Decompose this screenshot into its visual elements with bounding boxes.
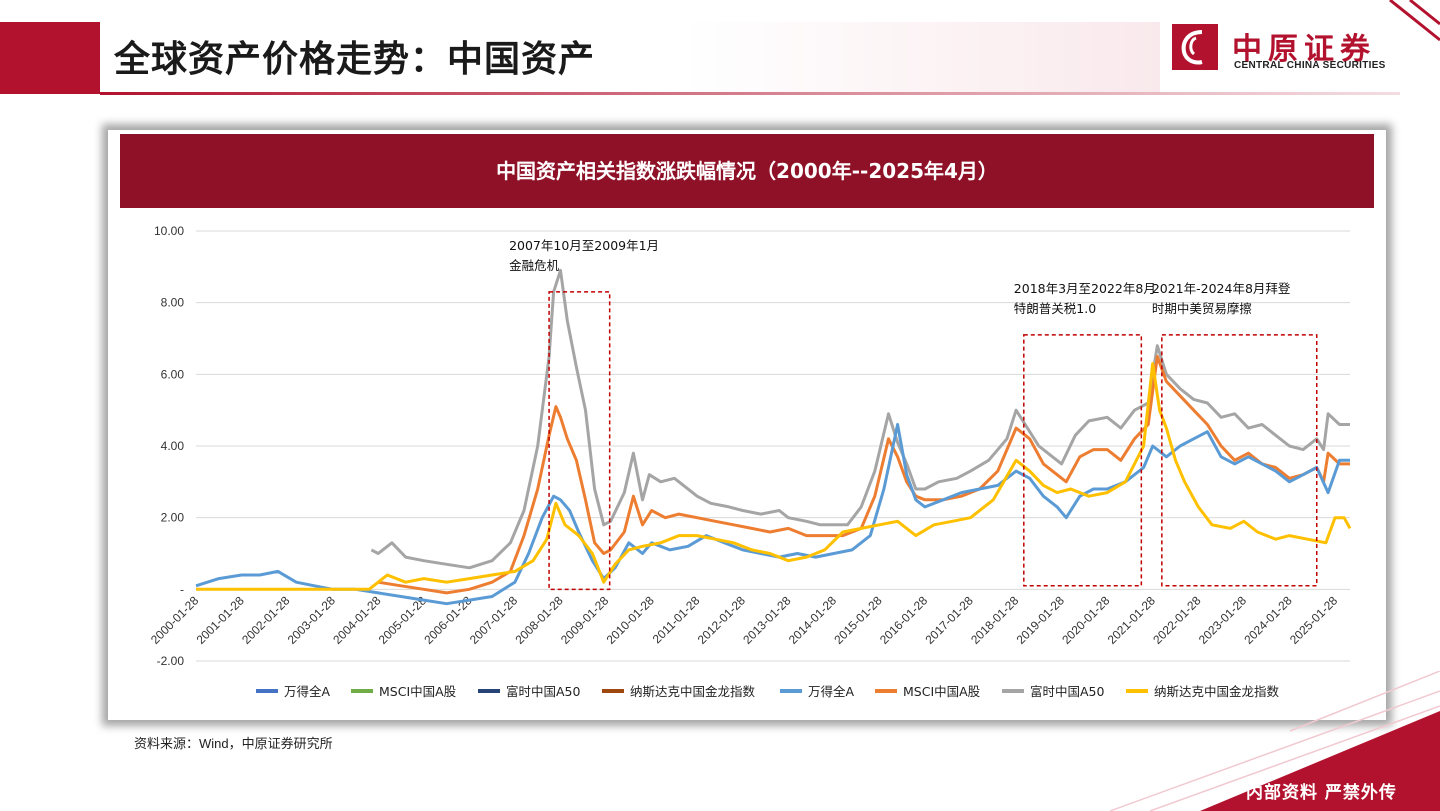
line-chart: 10.008.006.004.002.00--2.002000-01-28200… bbox=[148, 224, 1352, 699]
source-note: 资料来源：Wind，中原证券研究所 bbox=[134, 736, 333, 751]
legend-label: 富时中国A50 bbox=[1030, 684, 1105, 699]
x-tick-label: 2007-01-28 bbox=[467, 593, 521, 647]
corner-stripes-top-right bbox=[1389, 0, 1440, 42]
x-tick-label: 2018-01-28 bbox=[968, 593, 1022, 647]
x-tick-label: 2000-01-28 bbox=[148, 593, 202, 647]
chart-title: 中国资产相关指数涨跌幅情况（2000年--2025年4月） bbox=[120, 134, 1374, 208]
annotation-box bbox=[548, 291, 611, 591]
series-line bbox=[370, 268, 1350, 570]
legend-label: 富时中国A50 bbox=[506, 684, 581, 699]
legend-label: 纳斯达克中国金龙指数 bbox=[630, 684, 756, 699]
page-title: 全球资产价格走势：中国资产 bbox=[114, 39, 596, 80]
x-tick-label: 2019-01-28 bbox=[1014, 593, 1068, 647]
x-tick-label: 2003-01-28 bbox=[285, 593, 339, 647]
logo-name-cn: 中原证券 bbox=[1232, 32, 1376, 67]
x-tick-label: 2009-01-28 bbox=[558, 593, 612, 647]
annotation-label: 2007年10月至2009年1月 bbox=[509, 238, 659, 253]
legend-label: MSCI中国A股 bbox=[379, 684, 457, 699]
x-tick-label: 2005-01-28 bbox=[376, 593, 430, 647]
annotation-box bbox=[1023, 334, 1143, 587]
x-tick-label: 2001-01-28 bbox=[194, 593, 248, 647]
y-tick-label: 2.00 bbox=[161, 511, 185, 525]
legend-label: 万得全A bbox=[808, 684, 855, 699]
logo-name-en: CENTRAL CHINA SECURITIES bbox=[1234, 60, 1386, 71]
x-tick-label: 2017-01-28 bbox=[922, 593, 976, 647]
y-tick-label: -2.00 bbox=[157, 654, 185, 668]
x-tick-label: 2002-01-28 bbox=[239, 593, 293, 647]
series-line bbox=[195, 423, 1350, 606]
legend-label: 纳斯达克中国金龙指数 bbox=[1154, 684, 1280, 699]
legend-label: MSCI中国A股 bbox=[903, 684, 981, 699]
y-tick-label: - bbox=[180, 582, 184, 596]
x-tick-label: 2008-01-28 bbox=[512, 593, 566, 647]
y-tick-label: 4.00 bbox=[161, 439, 185, 453]
corner-stripes-bottom-right bbox=[1110, 671, 1440, 811]
title-rule bbox=[100, 92, 1400, 95]
logo-mark-icon bbox=[1172, 24, 1218, 70]
x-tick-label: 2016-01-28 bbox=[877, 593, 931, 647]
title-bar bbox=[100, 22, 1160, 94]
x-tick-label: 2024-01-28 bbox=[1241, 593, 1295, 647]
y-tick-label: 10.00 bbox=[154, 224, 184, 238]
confidential-label: 内部资料 严禁外传 bbox=[1246, 783, 1397, 803]
y-tick-label: 8.00 bbox=[161, 296, 185, 310]
x-tick-label: 2015-01-28 bbox=[831, 593, 885, 647]
x-tick-label: 2023-01-28 bbox=[1196, 593, 1250, 647]
x-tick-label: 2013-01-28 bbox=[740, 593, 794, 647]
x-tick-label: 2022-01-28 bbox=[1150, 593, 1204, 647]
x-tick-label: 2020-01-28 bbox=[1059, 593, 1113, 647]
chart-panel: 中国资产相关指数涨跌幅情况（2000年--2025年4月） 10.00 8.00 6… bbox=[108, 130, 1386, 720]
series-line bbox=[196, 362, 1352, 591]
annotation-label: 特朗普关税1.0 bbox=[1014, 301, 1096, 316]
x-tick-label: 2025-01-28 bbox=[1287, 593, 1341, 647]
company-logo: 中原证券 CENTRAL CHINA SECURITIES bbox=[1172, 24, 1422, 74]
x-tick-label: 2021-01-28 bbox=[1105, 593, 1159, 647]
annotation-label: 金融危机 bbox=[509, 258, 560, 273]
x-tick-label: 2004-01-28 bbox=[330, 593, 384, 647]
annotation-label: 时期中美贸易摩擦 bbox=[1152, 301, 1252, 316]
x-tick-label: 2010-01-28 bbox=[604, 593, 658, 647]
x-tick-label: 2012-01-28 bbox=[695, 593, 749, 647]
annotation-box bbox=[1161, 334, 1318, 587]
title-accent-block bbox=[0, 22, 100, 94]
legend-label: 万得全A bbox=[284, 684, 331, 699]
y-tick-label: 6.00 bbox=[161, 367, 185, 381]
annotation-label: 2018年3月至2022年8月 bbox=[1014, 281, 1156, 296]
x-tick-label: 2014-01-28 bbox=[786, 593, 840, 647]
series-line bbox=[377, 354, 1350, 595]
annotation-label: 2021年-2024年8月拜登 bbox=[1152, 281, 1291, 296]
